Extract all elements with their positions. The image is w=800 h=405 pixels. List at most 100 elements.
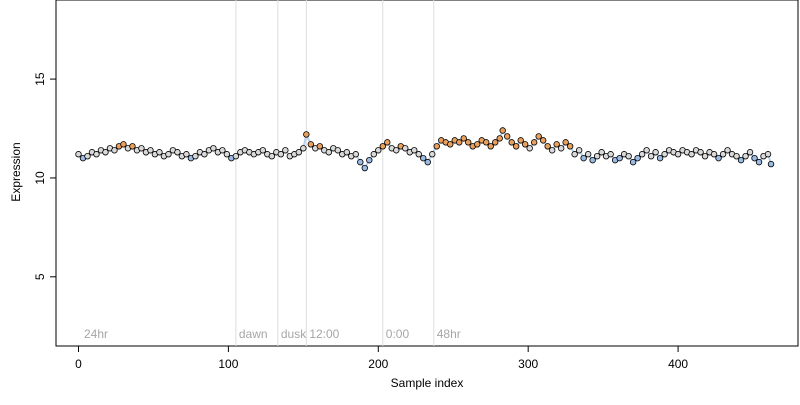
marker-label-0: dawn: [239, 327, 268, 341]
data-point-96: [503, 133, 511, 140]
data-point-66: [370, 151, 377, 158]
data-point-83: [447, 141, 454, 148]
data-point-127: [643, 147, 650, 154]
data-point-126: [638, 151, 646, 158]
data-point-131: [661, 151, 668, 158]
data-point-26: [192, 152, 199, 160]
data-point-140: [701, 152, 709, 160]
x-tick-label-4: 400: [668, 357, 688, 371]
plot-frame: [55, 0, 799, 347]
x-tick-label-3: 300: [518, 357, 538, 371]
data-point-147: [733, 152, 740, 160]
data-point-97: [508, 139, 515, 146]
data-point-94: [496, 135, 503, 142]
data-point-108: [557, 145, 565, 152]
data-point-129: [652, 149, 659, 156]
data-point-119: [607, 151, 614, 158]
data-point-32: [219, 147, 226, 154]
data-point-2: [84, 152, 91, 160]
data-point-67: [375, 147, 382, 154]
y-tick-label-2: 15: [33, 72, 47, 86]
data-point-100: [521, 141, 529, 148]
data-point-16: [147, 147, 154, 154]
data-point-151: [751, 154, 758, 162]
marker-label-1: dusk: [281, 327, 307, 341]
data-point-91: [483, 139, 490, 146]
data-point-62: [352, 151, 359, 158]
data-point-121: [616, 154, 623, 162]
time-marker-lines: [235, 0, 435, 346]
data-point-49: [295, 149, 303, 156]
data-point-87: [465, 139, 472, 146]
data-point-86: [460, 135, 467, 142]
data-point-152: [755, 158, 763, 166]
data-point-63: [357, 158, 364, 166]
data-point-154: [764, 151, 772, 158]
data-point-4: [93, 151, 100, 158]
data-point-106: [548, 147, 556, 154]
data-point-98: [512, 143, 520, 150]
x-axis-title: Sample index: [391, 376, 464, 390]
data-point-92: [487, 143, 494, 150]
data-point-28: [201, 151, 208, 158]
data-point-51: [303, 131, 310, 138]
x-tick-label-0: 0: [75, 357, 82, 371]
data-point-52: [307, 141, 315, 148]
marker-label-2: 12:00: [309, 327, 339, 341]
data-point-155: [767, 160, 775, 168]
data-point-93: [492, 139, 499, 146]
data-point-142: [710, 151, 718, 158]
data-point-95: [499, 127, 506, 134]
data-point-139: [697, 149, 704, 156]
data-point-111: [571, 151, 578, 158]
data-point-89: [474, 141, 481, 148]
data-point-128: [647, 152, 655, 160]
marker-label-3: 0:00: [386, 327, 410, 341]
data-point-101: [526, 145, 533, 152]
data-point-69: [384, 139, 391, 146]
data-point-41: [259, 147, 267, 154]
data-point-64: [361, 164, 368, 172]
data-point-134: [674, 151, 682, 158]
data-point-149: [742, 152, 749, 160]
data-point-112: [575, 147, 583, 154]
data-point-30: [210, 145, 217, 152]
data-point-123: [625, 152, 632, 160]
data-point-77: [420, 154, 427, 162]
data-point-144: [719, 151, 727, 158]
data-point-110: [566, 143, 574, 150]
data-point-76: [415, 151, 422, 158]
time-marker-labels: dawn dusk 12:00 0:00 48hr: [239, 327, 461, 341]
data-point-22: [174, 149, 181, 156]
data-point-117: [598, 149, 605, 156]
data-point-18: [156, 149, 163, 156]
data-point-68: [379, 143, 386, 150]
data-point-56: [325, 149, 333, 156]
corner-label-24hr: 24hr: [84, 327, 108, 341]
data-point-137: [688, 151, 695, 158]
data-point-130: [656, 154, 664, 162]
y-axis-title: Expression: [9, 142, 23, 201]
data-point-35: [232, 152, 240, 160]
data-point-50: [300, 145, 307, 152]
data-point-78: [424, 158, 431, 166]
data-point-104: [539, 137, 547, 144]
data-point-24: [183, 151, 190, 158]
data-point-145: [724, 147, 731, 154]
data-point-80: [433, 143, 440, 150]
data-point-99: [517, 137, 524, 144]
data-point-113: [580, 154, 587, 162]
data-point-65: [366, 156, 373, 164]
data-point-150: [746, 149, 754, 156]
data-point-60: [343, 149, 351, 156]
data-point-79: [429, 151, 436, 158]
data-point-103: [535, 133, 542, 140]
x-axis: 0 100 200 300 400: [75, 346, 688, 371]
data-point-10: [120, 141, 127, 148]
data-point-143: [715, 154, 722, 162]
y-tick-label-1: 10: [33, 171, 47, 185]
data-point-43: [268, 152, 276, 160]
data-point-115: [589, 156, 596, 164]
data-point-12: [129, 143, 136, 150]
data-point-125: [634, 154, 641, 162]
